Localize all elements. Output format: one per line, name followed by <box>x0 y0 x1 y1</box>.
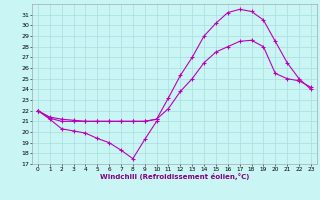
X-axis label: Windchill (Refroidissement éolien,°C): Windchill (Refroidissement éolien,°C) <box>100 173 249 180</box>
